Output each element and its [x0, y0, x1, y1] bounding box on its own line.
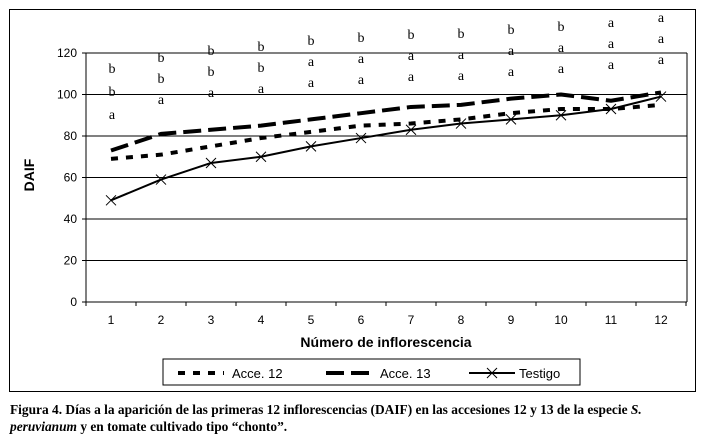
x-ticks: 1 2 3 4 5 6 7 8 9 10 11 12 [85, 302, 687, 327]
sig-letter-8-3: a [458, 69, 465, 84]
sig-letter-5-3: a [308, 76, 315, 91]
legend-label-1: Acce. 12 [232, 366, 283, 381]
sig-letter-1-2: b [109, 85, 116, 100]
sig-letter-2-2: b [158, 72, 165, 87]
caption-species: S. peruvianum [10, 402, 642, 434]
legend-label-2: Acce. 13 [380, 366, 431, 381]
sig-letter-11-1: a [608, 16, 615, 31]
x-tick-label-2: 2 [158, 313, 165, 327]
sig-letter-8-2: a [458, 48, 465, 63]
legend-marker-3 [486, 367, 498, 379]
y-tick-label-120: 120 [57, 46, 77, 60]
legend-label-3: Testigo [519, 366, 560, 381]
sig-letter-1-1: b [109, 62, 116, 77]
x-tick-label-4: 4 [258, 313, 265, 327]
sig-letter-2-3: a [158, 93, 165, 108]
sig-letter-4-2: b [258, 61, 265, 76]
caption-text-2: y en tomate cultivado tipo “chonto”. [76, 419, 288, 434]
sig-letter-11-3: a [608, 58, 615, 73]
sig-letter-7-1: b [408, 28, 415, 43]
sig-letter-3-1: b [208, 44, 215, 59]
sig-letter-12-1: a [658, 11, 665, 26]
legend: Acce. 12 Acce. 13 Testigo [162, 358, 581, 386]
y-tick-label-20: 20 [64, 254, 78, 268]
sig-letter-12-3: a [658, 53, 665, 68]
marker-testigo-4 [255, 151, 267, 163]
x-tick-label-5: 5 [308, 313, 315, 327]
sig-letter-5-1: b [308, 34, 315, 49]
marker-testigo-1 [105, 194, 117, 206]
sig-letter-11-2: a [608, 37, 615, 52]
y-tick-label-60: 60 [64, 171, 78, 185]
chart-frame [9, 9, 696, 392]
sig-letter-10-1: b [558, 20, 565, 35]
marker-testigo-9 [505, 114, 517, 125]
sig-letter-6-3: a [358, 73, 365, 88]
x-tick-label-9: 9 [508, 313, 515, 327]
x-tick-label-12: 12 [654, 313, 668, 327]
series-line-acce-12 [110, 102, 662, 161]
x-tick-label-7: 7 [408, 313, 415, 327]
series-lines [110, 90, 662, 202]
sig-letter-2-1: b [158, 51, 165, 66]
sig-letter-3-3: a [208, 86, 215, 101]
x-tick-label-1: 1 [108, 313, 115, 327]
marker-testigo-6 [355, 132, 367, 144]
grid [86, 52, 687, 261]
y-axis-title: DAIF [21, 158, 37, 191]
figure-caption: Figura 4. Días a la aparición de las pri… [10, 401, 700, 435]
marker-testigo-5 [305, 141, 317, 152]
caption-text-1: Figura 4. Días a la aparición de las pri… [10, 402, 631, 417]
marker-testigo-3 [205, 157, 217, 169]
x-tick-label-11: 11 [605, 313, 618, 327]
y-tick-label-80: 80 [64, 129, 78, 143]
series-line-acce-13 [110, 90, 662, 153]
marker-testigo-10 [555, 109, 567, 121]
sig-letter-7-3: a [408, 70, 415, 85]
x-tick-label-3: 3 [208, 313, 215, 327]
x-tick-label-6: 6 [358, 313, 365, 327]
marker-testigo-12 [655, 91, 667, 102]
sig-letter-7-2: a [408, 49, 415, 64]
sig-letter-6-2: a [358, 52, 365, 67]
sig-letter-9-1: b [508, 23, 515, 38]
marker-testigo-8 [455, 118, 467, 129]
sig-letter-9-3: a [508, 65, 515, 80]
legend-box [162, 358, 581, 386]
series-markers [105, 91, 667, 206]
marker-testigo-11 [605, 103, 617, 115]
y-ticks: 0 20 40 60 80 100 120 [57, 46, 86, 309]
sig-letter-4-1: b [258, 40, 265, 55]
series-line-testigo [110, 95, 662, 202]
sig-letter-4-3: a [258, 82, 265, 97]
x-tick-label-10: 10 [554, 313, 568, 327]
sig-letter-10-2: a [558, 41, 565, 56]
y-tick-label-0: 0 [70, 295, 77, 309]
sig-letter-5-2: a [308, 55, 315, 70]
marker-testigo-2 [155, 174, 167, 185]
y-tick-label-100: 100 [57, 88, 77, 102]
x-axis-title: Número de inflorescencia [300, 334, 471, 350]
sig-letter-1-3: a [109, 108, 116, 123]
sig-letter-10-3: a [558, 62, 565, 77]
sig-letter-12-2: a [658, 32, 665, 47]
x-tick-label-8: 8 [458, 313, 465, 327]
sig-letter-6-1: b [358, 31, 365, 46]
marker-testigo-7 [405, 124, 417, 136]
sig-letter-9-2: a [508, 44, 515, 59]
sig-letter-8-1: b [458, 27, 465, 42]
y-tick-label-40: 40 [64, 212, 78, 226]
sig-letter-3-2: b [208, 65, 215, 80]
